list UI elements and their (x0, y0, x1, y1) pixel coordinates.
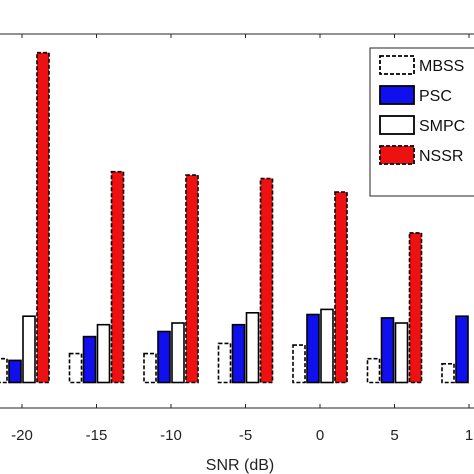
bar-psc-0 (306, 313, 320, 384)
x-tick-label: -20 (11, 427, 33, 444)
bar-mbss--15 (68, 352, 83, 384)
bar-smpc-5 (394, 322, 409, 384)
bar-psc--20 (8, 359, 22, 384)
bar-nssr--20 (36, 51, 50, 384)
legend-label-psc: PSC (419, 88, 452, 105)
x-tick-label: 5 (390, 427, 398, 444)
legend-swatch-psc (379, 85, 415, 105)
legend-swatch-mbss (379, 55, 415, 75)
legend-swatch-nssr (379, 145, 415, 165)
legend-label-mbss: MBSS (419, 58, 464, 75)
x-tick-label: -15 (86, 427, 108, 444)
bar-mbss--10 (143, 352, 157, 384)
bar-smpc--10 (171, 322, 185, 384)
bars (0, 51, 469, 384)
x-tick-label: -10 (160, 427, 182, 444)
bar-nssr--10 (185, 174, 199, 384)
x-ticks (21, 34, 470, 408)
bar-smpc--20 (22, 315, 36, 384)
bar-mbss--5 (217, 342, 232, 384)
bar-nssr--15 (110, 170, 125, 384)
bar-smpc--15 (96, 323, 111, 384)
bar-nssr--5 (259, 177, 274, 384)
legend-label-nssr: NSSR (419, 148, 463, 165)
x-tick-label: 0 (316, 427, 324, 444)
legend: MBSS PSC SMPC NSSR (369, 47, 474, 197)
bar-nssr-5 (408, 232, 423, 384)
legend-swatch-smpc (379, 115, 415, 135)
bar-psc-5 (380, 317, 395, 384)
bar-mbss-0 (292, 344, 306, 384)
bar-psc-1 (455, 315, 469, 384)
bar-psc--5 (231, 323, 246, 384)
bar-mbss--20 (0, 357, 8, 384)
legend-label-smpc: SMPC (419, 118, 465, 135)
bar-psc--10 (157, 330, 171, 384)
x-axis-title: SNR (dB) (206, 457, 274, 474)
bar-mbss-5 (366, 357, 381, 384)
x-tick-label: 1 (465, 427, 473, 444)
x-tick-labels: -20 -15 -10 -5 0 5 1 (11, 427, 473, 444)
bar-smpc-0 (320, 308, 334, 384)
x-tick-label: -5 (239, 427, 252, 444)
bar-mbss-1 (441, 362, 455, 384)
bar-smpc--5 (245, 311, 260, 384)
bar-nssr-0 (334, 191, 348, 384)
bar-psc--15 (82, 335, 97, 384)
